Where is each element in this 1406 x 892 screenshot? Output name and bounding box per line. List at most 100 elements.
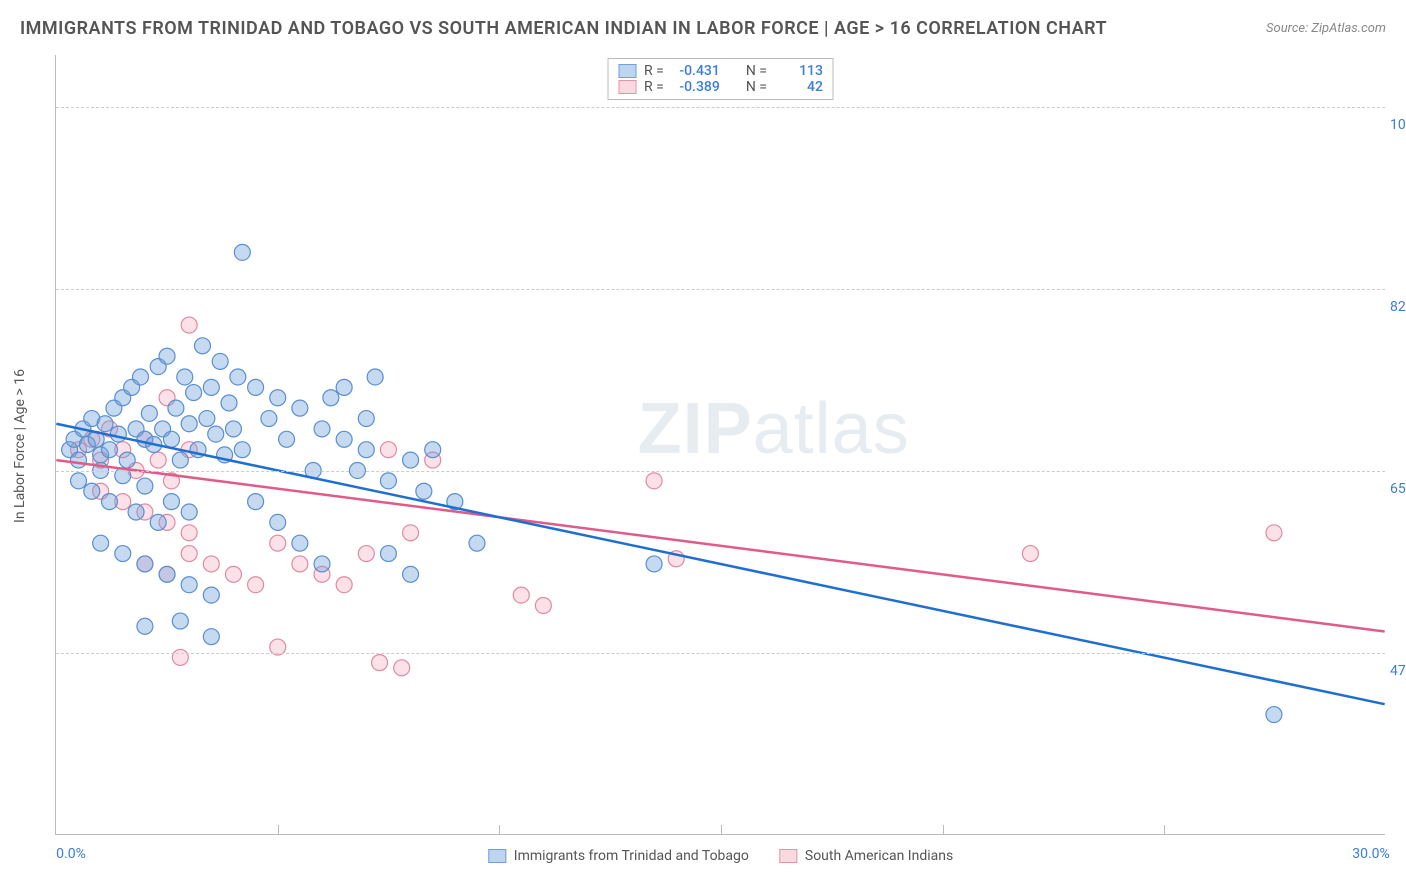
- source-text: Source: ZipAtlas.com: [1266, 21, 1386, 36]
- data-point: [137, 618, 153, 634]
- data-point: [380, 442, 396, 458]
- plot-area: R = -0.431 N = 113 R = -0.389 N = 42 ZIP…: [55, 55, 1385, 835]
- data-point: [1266, 525, 1282, 541]
- data-point: [101, 442, 117, 458]
- data-point: [358, 546, 374, 562]
- data-point: [292, 556, 308, 572]
- data-point: [469, 535, 485, 551]
- data-point: [403, 452, 419, 468]
- data-point: [168, 400, 184, 416]
- data-point: [159, 566, 175, 582]
- data-point: [248, 379, 264, 395]
- legend-label: South American Indians: [805, 848, 953, 864]
- data-point: [172, 613, 188, 629]
- data-point: [208, 426, 224, 442]
- data-point: [535, 598, 551, 614]
- gridline-v: [721, 825, 722, 835]
- x-tick-label: 30.0%: [1352, 846, 1390, 862]
- trend-line: [56, 460, 1384, 631]
- data-point: [225, 421, 241, 437]
- data-point: [199, 411, 215, 427]
- gridline-h: [56, 107, 1385, 108]
- data-point: [132, 369, 148, 385]
- data-point: [186, 385, 202, 401]
- gridline-v: [278, 825, 279, 835]
- data-point: [150, 452, 166, 468]
- gridline-v: [1164, 825, 1165, 835]
- data-point: [221, 395, 237, 411]
- data-point: [1266, 707, 1282, 723]
- data-point: [279, 431, 295, 447]
- data-point: [93, 535, 109, 551]
- data-point: [292, 400, 308, 416]
- data-point: [358, 442, 374, 458]
- data-point: [513, 587, 529, 603]
- data-point: [203, 379, 219, 395]
- x-tick-label: 0.0%: [56, 846, 86, 862]
- data-point: [372, 655, 388, 671]
- data-point: [212, 353, 228, 369]
- legend-series: Immigrants from Trinidad and Tobago Sout…: [488, 848, 953, 864]
- data-point: [336, 379, 352, 395]
- data-point: [97, 416, 113, 432]
- data-point: [380, 546, 396, 562]
- legend-item-pink: South American Indians: [779, 848, 953, 864]
- swatch-pink-icon: [779, 849, 797, 863]
- data-point: [234, 442, 250, 458]
- data-point: [270, 535, 286, 551]
- data-point: [181, 577, 197, 593]
- trend-line: [56, 424, 1384, 704]
- data-point: [230, 369, 246, 385]
- data-point: [358, 411, 374, 427]
- data-point: [115, 546, 131, 562]
- legend-label: Immigrants from Trinidad and Tobago: [514, 848, 749, 864]
- data-point: [416, 483, 432, 499]
- data-point: [314, 556, 330, 572]
- data-point: [394, 660, 410, 676]
- data-point: [128, 504, 144, 520]
- y-tick-label: 100.0%: [1390, 117, 1406, 133]
- data-point: [181, 546, 197, 562]
- title-bar: IMMIGRANTS FROM TRINIDAD AND TOBAGO VS S…: [20, 18, 1386, 39]
- data-point: [172, 649, 188, 665]
- data-point: [119, 452, 135, 468]
- data-point: [270, 514, 286, 530]
- data-point: [225, 566, 241, 582]
- data-point: [323, 390, 339, 406]
- data-point: [248, 577, 264, 593]
- data-point: [367, 369, 383, 385]
- data-point: [137, 478, 153, 494]
- data-point: [403, 566, 419, 582]
- data-point: [159, 348, 175, 364]
- data-point: [248, 494, 264, 510]
- data-point: [194, 338, 210, 354]
- gridline-v: [943, 825, 944, 835]
- data-point: [181, 416, 197, 432]
- data-point: [403, 525, 419, 541]
- y-axis-label: In Labor Force | Age > 16: [12, 369, 28, 523]
- data-point: [141, 405, 157, 421]
- swatch-blue-icon: [488, 849, 506, 863]
- data-point: [646, 473, 662, 489]
- gridline-h: [56, 471, 1385, 472]
- gridline-h: [56, 653, 1385, 654]
- data-point: [110, 426, 126, 442]
- data-point: [646, 556, 662, 572]
- gridline-v: [499, 825, 500, 835]
- data-point: [101, 494, 117, 510]
- data-point: [172, 452, 188, 468]
- data-point: [177, 369, 193, 385]
- data-point: [150, 514, 166, 530]
- data-point: [71, 452, 87, 468]
- data-point: [314, 421, 330, 437]
- chart-title: IMMIGRANTS FROM TRINIDAD AND TOBAGO VS S…: [20, 18, 1107, 39]
- y-tick-label: 65.0%: [1390, 481, 1406, 497]
- data-point: [137, 556, 153, 572]
- y-tick-label: 82.5%: [1390, 299, 1406, 315]
- data-point: [181, 504, 197, 520]
- data-point: [181, 317, 197, 333]
- gridline-h: [56, 289, 1385, 290]
- data-point: [163, 431, 179, 447]
- data-point: [336, 431, 352, 447]
- data-point: [234, 244, 250, 260]
